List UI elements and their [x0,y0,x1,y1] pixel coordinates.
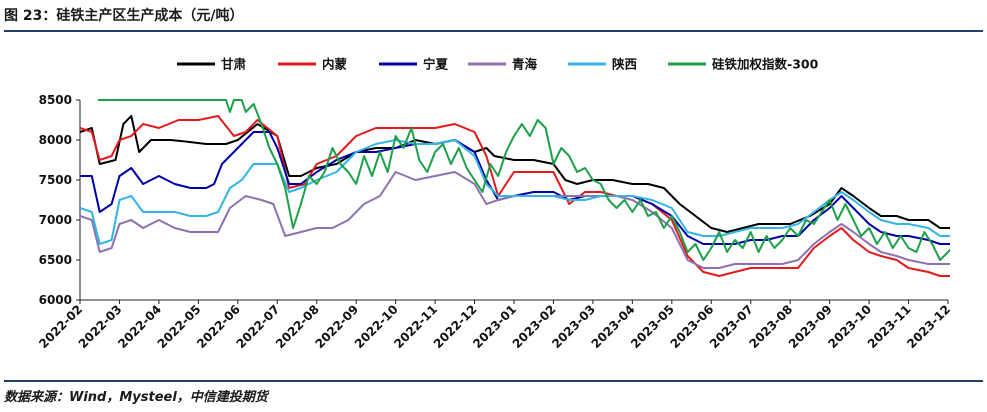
series-line-3 [80,171,950,269]
legend-label-3: 青海 [512,57,538,72]
series-line-0 [80,115,950,233]
x-axis: 2022-022022-032022-042022-052022-062022-… [36,299,953,351]
y-tick-label: 6000 [39,293,72,307]
title-divider [4,30,983,32]
y-axis: 6000 6500 7000 7500 8000 8500 [39,93,81,307]
y-tick-label: 7000 [39,213,72,227]
legend-label-5: 硅铁加权指数-300 [712,57,819,72]
series-line-1 [80,115,950,277]
line-chart: 甘肃 内蒙 宁夏 青海 陕西 硅铁加权指数-300 6000 6500 7000 7500 800… [36,57,953,352]
y-tick-label: 8500 [39,93,72,107]
figure-title: 图 23：硅铁主产区生产成本（元/吨） [4,8,244,24]
legend-label-0: 甘肃 [221,57,247,72]
series-line-4 [80,139,950,245]
x-tick-label: 2023-12 [904,302,953,351]
legend-label-2: 宁夏 [423,57,449,72]
chart-legend: 甘肃 内蒙 宁夏 青海 陕西 硅铁加权指数-300 [177,57,819,72]
y-tick-label: 7500 [39,173,72,187]
series-line-5 [97,99,950,261]
legend-label-1: 内蒙 [322,57,348,72]
y-tick-label: 8000 [39,133,72,147]
source-divider [4,380,983,382]
y-tick-label: 6500 [39,253,72,267]
series-line-2 [80,131,950,245]
data-source-note: 数据来源：Wind，Mysteel，中信建投期货 [4,390,268,405]
series-lines [80,99,950,277]
legend-label-4: 陕西 [612,57,637,72]
